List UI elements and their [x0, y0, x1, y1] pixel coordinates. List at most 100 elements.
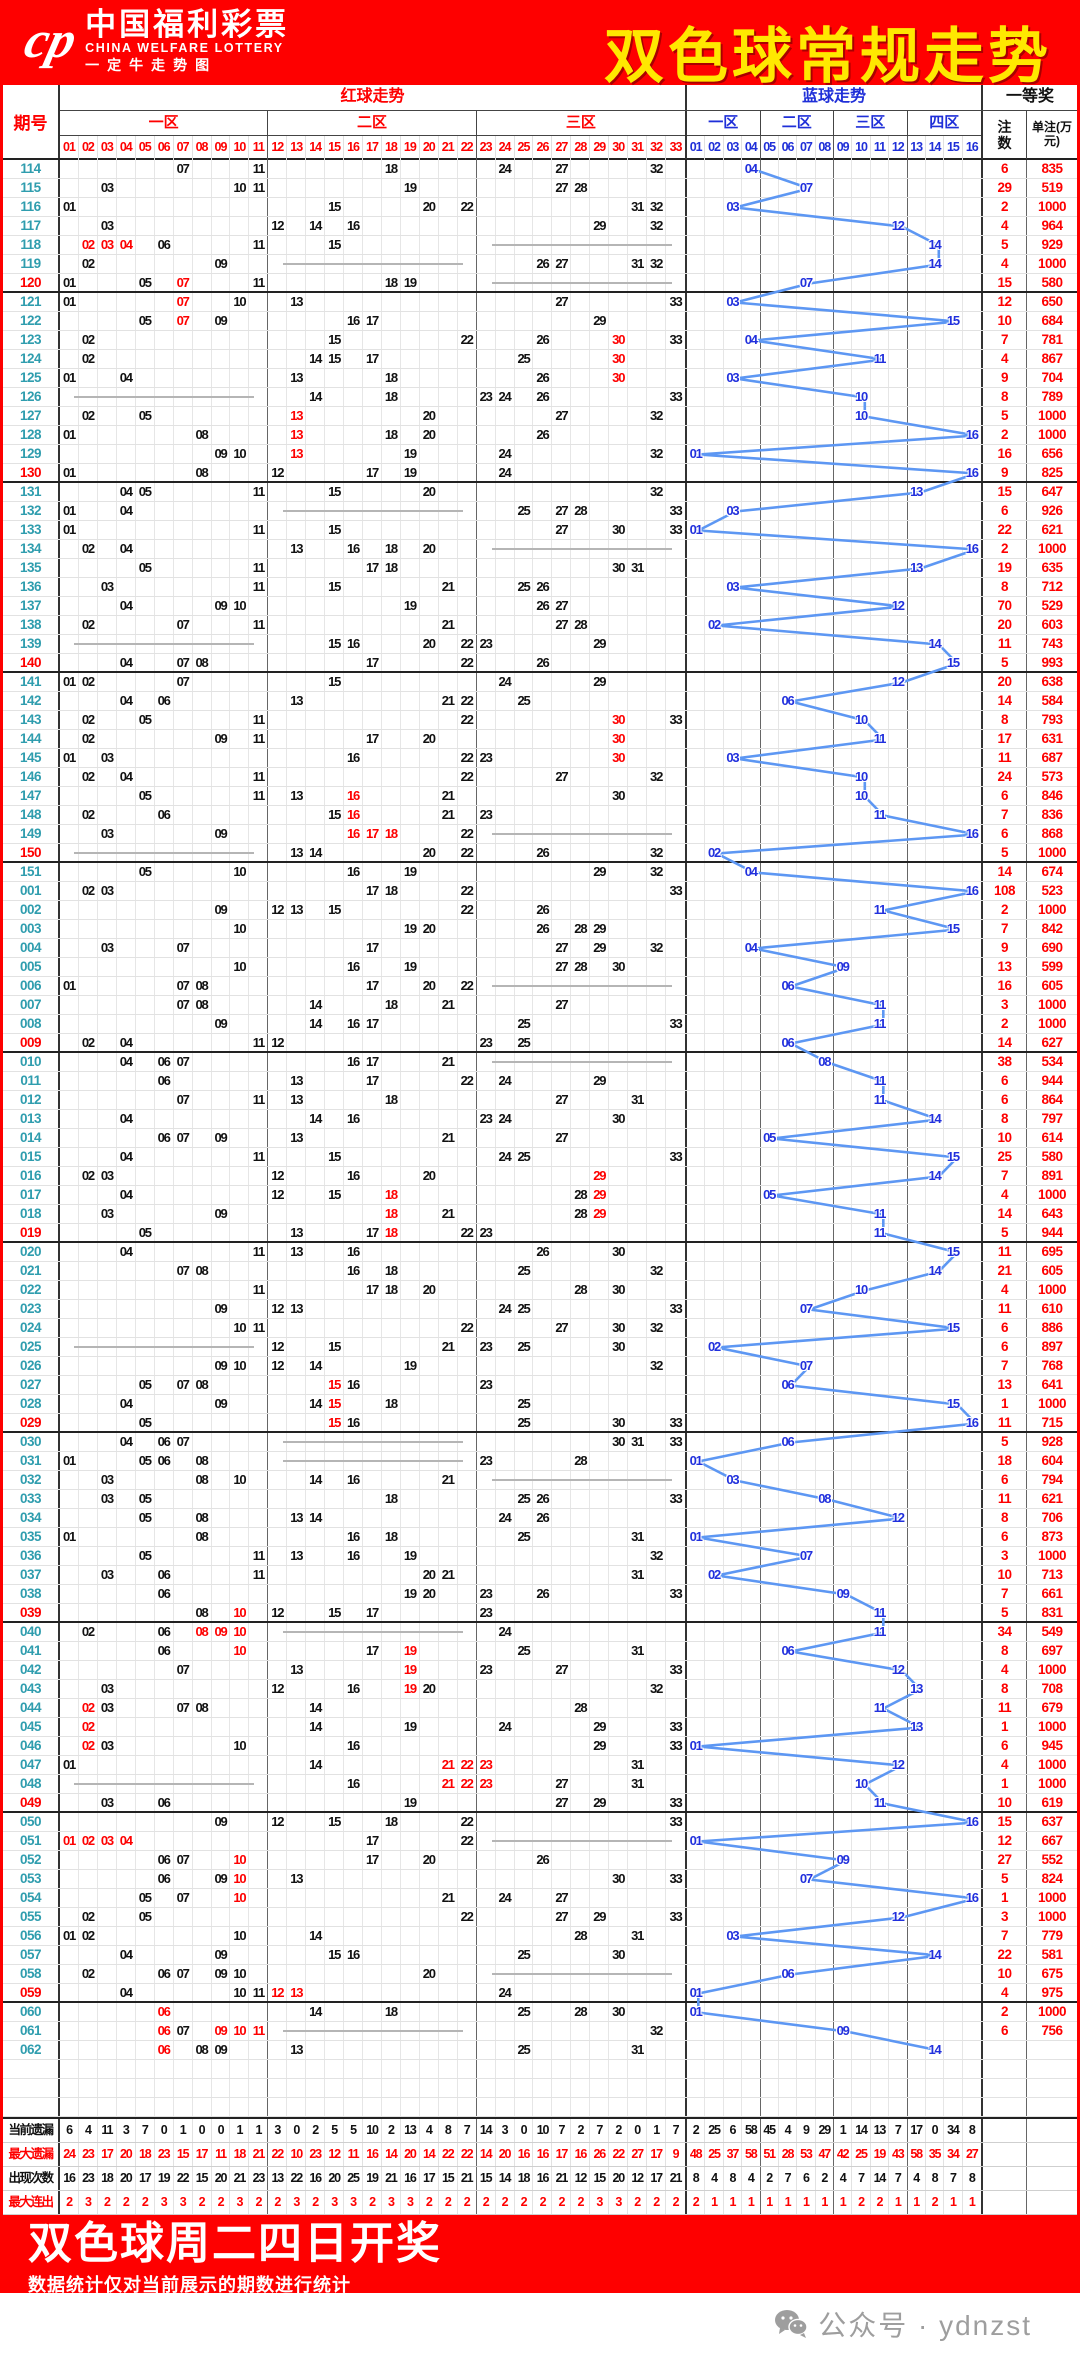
red-ball-cell	[628, 521, 648, 539]
red-ball-cell: 11	[249, 559, 269, 577]
blue-ball-cell	[963, 920, 981, 938]
red-ball-cell	[628, 787, 648, 805]
red-ball-cell	[533, 217, 553, 235]
red-ball-cell	[155, 1699, 174, 1717]
red-ball-cell	[533, 502, 553, 520]
red-ball-cell	[249, 749, 269, 767]
red-ball-cell	[533, 996, 553, 1014]
red-ball-cell: 16	[344, 749, 364, 767]
table-row: 047 01 14 21 22 23 31 12 4 1000	[3, 1756, 1077, 1775]
blue-ball-cell: 12	[889, 673, 908, 691]
red-ball-cell	[590, 407, 610, 425]
red-ball-cell	[628, 464, 648, 481]
red-ball-cell: 22	[458, 1756, 477, 1774]
prize-amount-cell: 842	[1041, 921, 1063, 936]
logo-tagline: 一定牛走势图	[85, 57, 218, 74]
red-ball-cell	[155, 1205, 174, 1223]
red-ball-cell	[363, 1737, 382, 1755]
red-ball-cell	[590, 521, 610, 539]
red-ball-cell	[98, 426, 117, 444]
prize-amount-cell: 580	[1041, 275, 1063, 290]
red-ball-cell	[193, 1642, 212, 1660]
blue-ball-cell	[687, 483, 706, 501]
blue-ball-cell	[889, 730, 908, 748]
red-ball-cell	[212, 1490, 231, 1508]
red-ball-cell	[325, 217, 345, 235]
red-ball-cell	[155, 768, 174, 786]
blue-ball-cell	[908, 1433, 926, 1451]
red-ball-cell	[344, 369, 364, 387]
red-ball-cell	[515, 1433, 534, 1451]
blue-trend-cells: 10	[687, 407, 983, 425]
red-ball-cell	[571, 1585, 591, 1603]
blue-ball-cell	[724, 1737, 743, 1755]
table-row: 125 01 04 13 18 26 30 03 9 704	[3, 369, 1077, 388]
red-ball-cell: 22	[458, 654, 477, 671]
blue-ball-cell	[705, 1737, 724, 1755]
red-ball-cell	[306, 1490, 326, 1508]
red-ball-cell	[382, 1547, 401, 1565]
red-ball-cell	[325, 825, 345, 843]
red-ball-cell	[533, 1604, 553, 1621]
blue-ball-cell	[779, 540, 798, 558]
red-ball-cell	[136, 293, 155, 311]
red-ball-cell	[287, 863, 307, 881]
blue-ball-cell	[779, 711, 798, 729]
red-ball-cell	[174, 483, 193, 501]
red-ball-cell	[609, 1395, 629, 1413]
red-ball-cell: 21	[439, 616, 458, 634]
red-ball-cell	[439, 236, 458, 254]
red-ball-cell	[458, 730, 477, 748]
red-ball-cell	[401, 749, 420, 767]
period-cell: 042	[3, 1661, 60, 1679]
red-ball-cell: 33	[669, 1016, 682, 1031]
red-ball-cell	[212, 1604, 231, 1621]
blue-ball-cell	[889, 825, 908, 843]
red-ball-cell	[628, 616, 648, 634]
red-ball-cell	[344, 1604, 364, 1621]
blue-ball-cell	[963, 958, 981, 976]
red-ball-cell	[325, 1167, 345, 1185]
blue-ball-cell	[963, 559, 981, 577]
red-ball-cell: 04	[117, 1148, 136, 1166]
period-cell: 011	[3, 1072, 60, 1090]
red-ball-cell: 02	[79, 730, 98, 748]
red-ball-cell	[552, 1395, 572, 1413]
red-ball-cell	[382, 711, 401, 729]
blue-ball-cell	[797, 1623, 816, 1641]
red-ball-cell	[571, 1395, 591, 1413]
red-ball-cell	[609, 1509, 629, 1527]
red-ball-cell: 01	[60, 274, 79, 291]
red-ball-cell	[287, 483, 307, 501]
red-ball-cell	[496, 407, 515, 425]
red-ball-cell	[533, 312, 553, 330]
red-ball-cell	[533, 1148, 553, 1166]
prize-amount-cell: 638	[1041, 674, 1063, 689]
blue-ball-cell	[724, 1034, 743, 1051]
blue-ball-number: 11	[873, 731, 887, 746]
red-ball-cell	[496, 1167, 515, 1185]
red-ball-cell	[344, 1091, 364, 1109]
blue-ball-cell	[779, 901, 798, 919]
red-ball-cell	[344, 274, 364, 291]
blue-ball-cell	[944, 1604, 963, 1621]
blue-ball-cell: 04	[742, 939, 761, 957]
blue-ball-cell	[797, 1566, 816, 1584]
blue-ball-cell	[761, 255, 779, 273]
red-ball-cell	[249, 939, 269, 957]
red-ball-cell	[590, 483, 610, 501]
period-cell: 144	[3, 730, 60, 748]
red-ball-cell	[79, 1642, 98, 1660]
red-ball-cell	[155, 787, 174, 805]
red-ball-cell	[230, 806, 250, 824]
red-ball-cell: 20	[420, 730, 439, 748]
red-ball-cell	[60, 1509, 79, 1527]
red-ball-cell	[439, 521, 458, 539]
blue-ball-cell	[834, 673, 853, 691]
red-ball-cell	[533, 1091, 553, 1109]
blue-ball-cell	[889, 1604, 908, 1621]
red-ball-cell	[628, 1034, 648, 1051]
blue-ball-cell	[908, 1053, 926, 1071]
red-ball-cell	[439, 1072, 458, 1090]
blue-ball-cell	[963, 1319, 981, 1337]
